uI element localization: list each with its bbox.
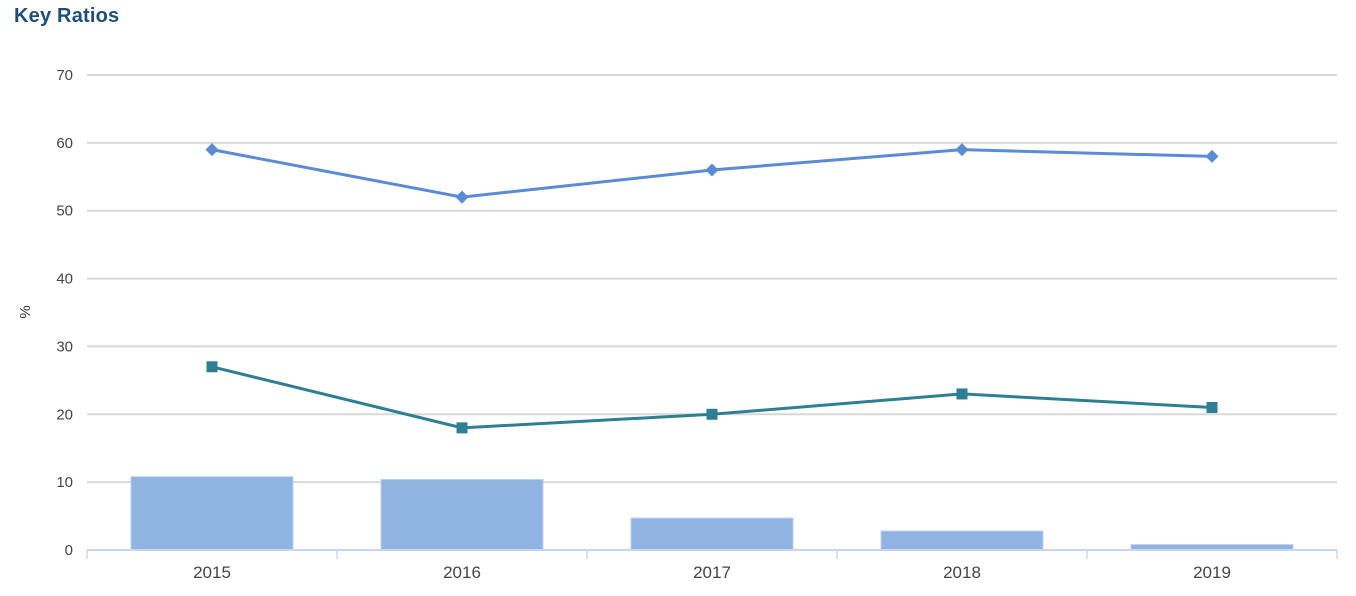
bar-2017[interactable] — [630, 517, 794, 551]
line-series-blue-marker-2019[interactable] — [1205, 149, 1219, 163]
y-axis-label-0: 0 — [65, 542, 73, 559]
line-series-teal-marker-2015[interactable] — [206, 361, 218, 373]
bar-2018[interactable] — [880, 530, 1044, 551]
line-series-teal-marker-2017[interactable] — [706, 408, 718, 420]
x-axis-label-2017: 2017 — [693, 563, 731, 582]
y-axis-title: % — [17, 305, 34, 318]
x-axis-label-2015: 2015 — [193, 563, 231, 582]
y-axis-label-40: 40 — [56, 271, 73, 288]
y-axis-label-30: 30 — [56, 338, 73, 355]
line-series-teal-marker-2018[interactable] — [956, 388, 968, 400]
line-series-blue-marker-2018[interactable] — [955, 143, 969, 157]
y-axis-label-70: 70 — [56, 67, 73, 84]
bar-2016[interactable] — [380, 478, 544, 551]
line-series-teal-marker-2019[interactable] — [1206, 402, 1218, 413]
x-axis-label-2018: 2018 — [943, 563, 981, 582]
x-axis-label-2019: 2019 — [1193, 563, 1231, 582]
y-axis-label-10: 10 — [56, 474, 73, 491]
y-axis-label-60: 60 — [56, 135, 73, 152]
line-series-blue-marker-2017[interactable] — [705, 163, 719, 177]
line-series-blue-marker-2015[interactable] — [205, 143, 219, 157]
x-axis-label-2016: 2016 — [443, 563, 481, 582]
line-series-teal-marker-2016[interactable] — [456, 422, 468, 434]
bar-2015[interactable] — [130, 476, 294, 551]
y-axis-label-20: 20 — [56, 406, 73, 423]
line-series-blue-marker-2016[interactable] — [455, 190, 469, 204]
y-axis-label-50: 50 — [56, 203, 73, 220]
chart-title: Key Ratios — [14, 5, 120, 27]
